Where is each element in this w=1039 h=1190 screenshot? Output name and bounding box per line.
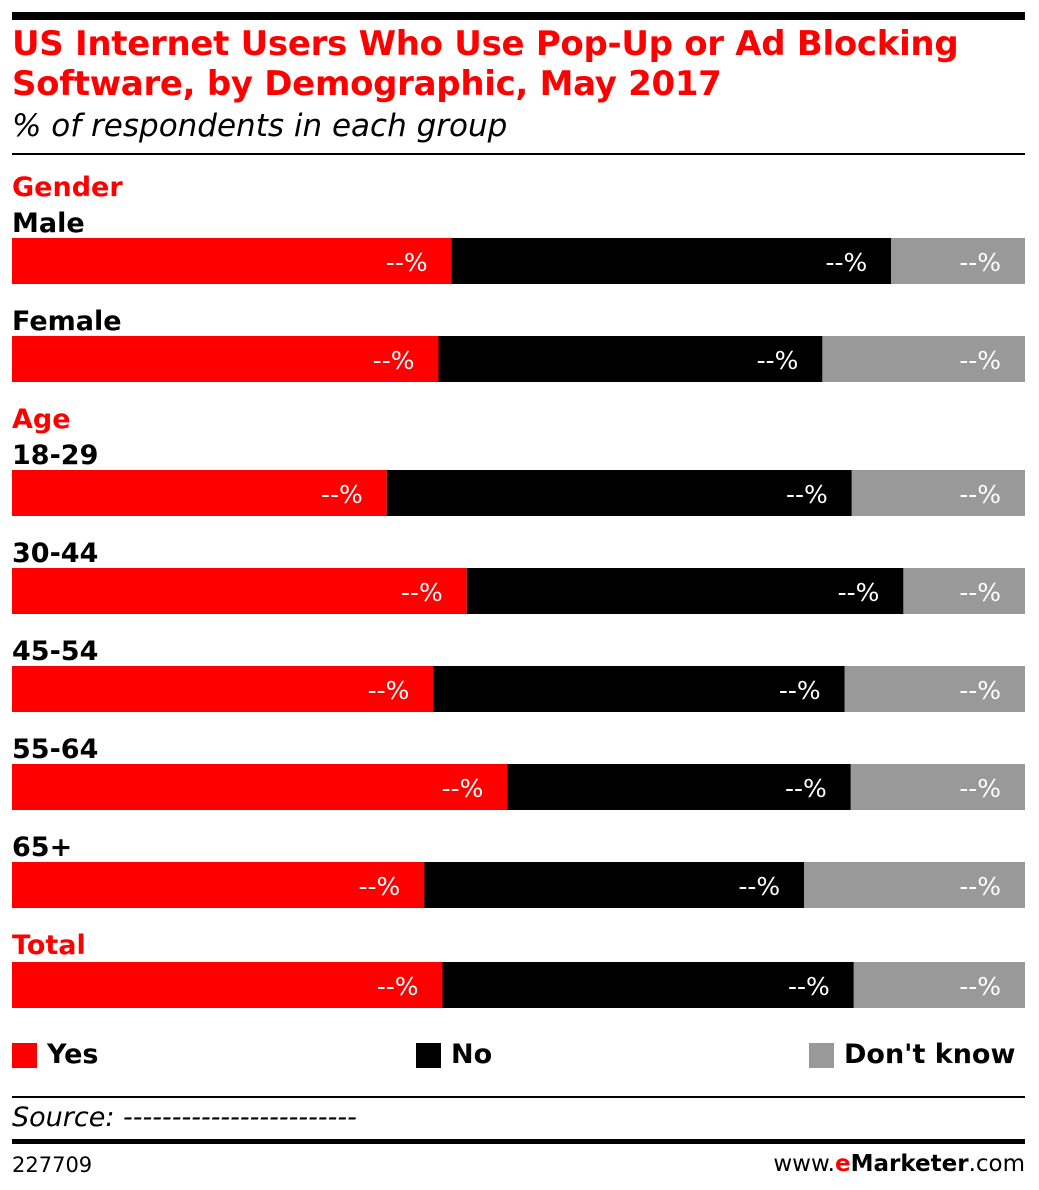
- value-label-55-64-yes: --%: [442, 774, 484, 803]
- legend-label-yes: Yes: [47, 1039, 99, 1070]
- value-label-30-44-no: --%: [838, 578, 880, 607]
- legend-label-no: No: [451, 1039, 493, 1070]
- group-label-age: Age: [12, 404, 71, 435]
- value-label-18-29-yes: --%: [321, 480, 363, 509]
- value-label-65-no: --%: [738, 872, 780, 901]
- stacked-bar-chart: Gender Male --% --% --% Female --% --% --% Age 18-…: [12, 172, 1025, 1008]
- value-label-55-64-no: --%: [785, 774, 827, 803]
- bar-18-29-don-t-know: [851, 470, 1025, 516]
- bar-30-44-no: [466, 568, 904, 614]
- group-label-total: Total: [12, 930, 86, 961]
- legend-item-dont-know: Don't know: [809, 1038, 1015, 1072]
- bar-18-29-no: [386, 470, 852, 516]
- bar-18-29-yes: [12, 470, 387, 516]
- brand-name: Marketer: [850, 1151, 969, 1177]
- row-label-45-54: 45-54: [12, 636, 98, 667]
- bar-55-64-no: [507, 764, 851, 810]
- row-label-55-64: 55-64: [12, 734, 98, 765]
- legend-item-no: No: [416, 1038, 492, 1072]
- value-label-55-64-don-t-know: --%: [959, 774, 1001, 803]
- legend-item-yes: Yes: [12, 1038, 98, 1072]
- bar-65-no: [424, 862, 805, 908]
- value-label-male-no: --%: [826, 248, 868, 277]
- header-divider: [12, 153, 1025, 155]
- bar-55-64-don-t-know: [850, 764, 1025, 810]
- chart-title: US Internet Users Who Use Pop-Up or Ad B…: [12, 24, 959, 104]
- bar-female-don-t-know: [822, 336, 1025, 382]
- bar-male-don-t-know: [891, 238, 1025, 284]
- value-label-45-54-yes: --%: [368, 676, 410, 705]
- value-label-male-yes: --%: [386, 248, 428, 277]
- row-label-female: Female: [12, 306, 122, 337]
- bar-30-44-yes: [12, 568, 467, 614]
- bar-male-no: [451, 238, 892, 284]
- source-note: Source: ------------------------: [12, 1102, 357, 1133]
- legend-swatch-no: [416, 1042, 441, 1068]
- emarketer-brand[interactable]: www.eMarketer.com: [773, 1149, 1025, 1179]
- value-label-total-no: --%: [788, 972, 830, 1001]
- value-label-total-don-t-know: --%: [959, 972, 1001, 1001]
- legend-label-dont-know: Don't know: [844, 1039, 1016, 1070]
- brand-e: e: [834, 1151, 851, 1177]
- bar-45-54-yes: [12, 666, 434, 712]
- bar-male-yes: [12, 238, 452, 284]
- value-label-30-44-don-t-know: --%: [959, 578, 1001, 607]
- bar-female-yes: [12, 336, 439, 382]
- bar-65-yes: [12, 862, 425, 908]
- brand-suffix: .com: [968, 1151, 1025, 1177]
- bar-45-54-no: [433, 666, 845, 712]
- bar-55-64-yes: [12, 764, 508, 810]
- legend-swatch-yes: [12, 1042, 37, 1068]
- legend-swatch-dont-know: [809, 1042, 834, 1068]
- value-label-female-don-t-know: --%: [959, 346, 1001, 375]
- value-label-45-54-no: --%: [779, 676, 821, 705]
- brand-prefix: www.: [773, 1151, 835, 1177]
- row-label-65: 65+: [12, 832, 72, 863]
- bar-30-44-don-t-know: [903, 568, 1025, 614]
- value-label-65-yes: --%: [359, 872, 401, 901]
- bar-female-no: [438, 336, 823, 382]
- value-label-30-44-yes: --%: [401, 578, 443, 607]
- chart-id: 227709: [12, 1153, 93, 1177]
- row-label-30-44: 30-44: [12, 538, 98, 569]
- value-label-65-don-t-know: --%: [959, 872, 1001, 901]
- bar-total-no: [442, 962, 854, 1008]
- value-label-female-yes: --%: [373, 346, 415, 375]
- value-label-45-54-don-t-know: --%: [959, 676, 1001, 705]
- bar-total-yes: [12, 962, 443, 1008]
- bar-total-don-t-know: [853, 962, 1025, 1008]
- value-label-18-29-no: --%: [786, 480, 828, 509]
- value-label-total-yes: --%: [377, 972, 419, 1001]
- bar-65-don-t-know: [804, 862, 1025, 908]
- chart-subtitle: % of respondents in each group: [12, 108, 508, 144]
- bottom-rule: [12, 1139, 1025, 1144]
- bar-45-54-don-t-know: [844, 666, 1025, 712]
- row-label-male: Male: [12, 208, 85, 239]
- top-rule: [12, 12, 1025, 20]
- row-label-18-29: 18-29: [12, 440, 98, 471]
- value-label-male-don-t-know: --%: [959, 248, 1001, 277]
- value-label-female-no: --%: [757, 346, 799, 375]
- source-divider: [12, 1096, 1025, 1098]
- value-label-18-29-don-t-know: --%: [959, 480, 1001, 509]
- group-label-gender: Gender: [12, 172, 123, 203]
